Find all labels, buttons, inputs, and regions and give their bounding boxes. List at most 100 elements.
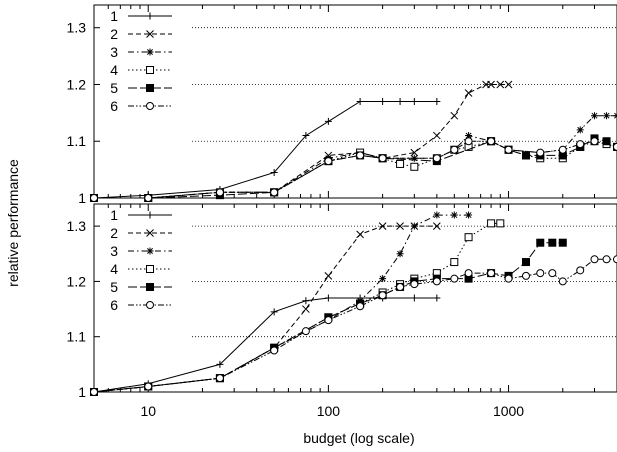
series-line-2-bottom bbox=[93, 225, 437, 393]
data-point-5-bottom bbox=[548, 238, 557, 247]
panel-top: 1 1.1 1.2 1.3 1 2 3 4 5 6 bbox=[67, 4, 617, 206]
data-point-6-bottom bbox=[521, 271, 530, 280]
data-point-2-top bbox=[410, 148, 419, 157]
y-tick-label-bottom: 1 bbox=[78, 384, 86, 400]
legend-marker-4-top bbox=[146, 66, 154, 74]
data-point-3-top bbox=[590, 112, 598, 120]
data-point-4-bottom bbox=[450, 258, 459, 267]
data-point-3-bottom bbox=[433, 211, 441, 219]
data-point-6-top bbox=[324, 157, 333, 166]
y-tick-label-top: 1.1 bbox=[67, 133, 87, 149]
data-point-6-bottom bbox=[378, 291, 387, 300]
data-point-6-top bbox=[215, 188, 224, 197]
data-point-1-bottom bbox=[270, 308, 278, 316]
series-line-5-top bbox=[94, 137, 617, 199]
data-point-6-top bbox=[432, 154, 441, 163]
series-line-6-bottom bbox=[93, 258, 617, 393]
x-tick-label: 1000 bbox=[493, 403, 524, 419]
data-point-6-top bbox=[270, 188, 279, 197]
data-point-3-bottom bbox=[396, 250, 404, 258]
legend-marker-3-top bbox=[146, 48, 154, 56]
y-tick-label-top: 1.2 bbox=[67, 76, 87, 92]
data-point-6-bottom bbox=[356, 302, 365, 311]
y-tick-label-bottom: 1.2 bbox=[67, 273, 87, 289]
data-point-6-bottom bbox=[504, 274, 513, 283]
data-point-6-top bbox=[558, 145, 567, 154]
data-point-6-top bbox=[378, 154, 387, 163]
legend-label-2-bottom: 2 bbox=[110, 225, 118, 241]
legend-label-2-top: 2 bbox=[110, 26, 118, 42]
data-point-1-top bbox=[433, 98, 441, 105]
legend-label-1-top: 1 bbox=[110, 8, 118, 24]
legend-label-6-bottom: 6 bbox=[110, 297, 118, 313]
y-axis-label: relative performance bbox=[5, 159, 21, 287]
data-point-6-bottom bbox=[432, 277, 441, 286]
data-point-6-bottom bbox=[450, 274, 459, 283]
data-point-2-top bbox=[504, 80, 513, 89]
y-tick-label-top: 1 bbox=[78, 190, 86, 206]
data-point-1-bottom bbox=[433, 294, 441, 302]
y-tick-label-bottom: 1.3 bbox=[67, 218, 87, 234]
legend-marker-1-bottom bbox=[146, 211, 154, 219]
data-point-3-top bbox=[613, 112, 617, 120]
panel-bottom: 1 1.1 1.2 1.3 1 2 3 4 5 6 bbox=[67, 203, 617, 400]
data-point-3-top bbox=[603, 112, 611, 120]
data-point-6-top bbox=[504, 145, 513, 154]
data-point-2-bottom bbox=[378, 222, 387, 230]
x-tick-label: 100 bbox=[317, 403, 341, 419]
legend-label-1-bottom: 1 bbox=[110, 207, 118, 223]
data-point-6-bottom bbox=[464, 269, 473, 278]
data-point-6-bottom bbox=[215, 374, 224, 383]
legend-label-3-top: 3 bbox=[110, 44, 118, 60]
data-point-4-top bbox=[396, 159, 405, 168]
data-point-6-top bbox=[90, 194, 98, 202]
data-point-2-top bbox=[487, 80, 495, 89]
x-axis-label: budget (log scale) bbox=[303, 430, 414, 446]
data-point-6-top bbox=[536, 148, 545, 157]
data-point-6-bottom bbox=[301, 327, 310, 336]
data-point-1-bottom bbox=[302, 297, 310, 305]
x-tick-label: 10 bbox=[140, 403, 156, 419]
data-point-2-top bbox=[432, 131, 441, 140]
data-point-6-bottom bbox=[536, 269, 545, 278]
series-line-4-top bbox=[94, 140, 617, 199]
legend-marker-6-bottom bbox=[146, 301, 154, 309]
data-point-6-bottom bbox=[487, 269, 496, 278]
plot-frame-top bbox=[93, 4, 617, 199]
data-point-3-bottom bbox=[410, 222, 418, 230]
data-point-3-top bbox=[465, 132, 473, 140]
data-point-6-top bbox=[613, 142, 617, 151]
data-point-1-top bbox=[356, 98, 364, 105]
data-point-6-bottom bbox=[324, 316, 333, 325]
data-point-2-bottom bbox=[324, 272, 333, 280]
data-point-4-top bbox=[410, 162, 419, 171]
legend-label-5-top: 5 bbox=[110, 80, 118, 96]
data-point-2-bottom bbox=[302, 305, 310, 313]
data-point-5-bottom bbox=[558, 238, 567, 247]
series-line-4-bottom bbox=[93, 222, 501, 393]
data-point-1-bottom bbox=[410, 294, 418, 302]
data-point-6-bottom bbox=[602, 255, 611, 264]
data-point-5-bottom bbox=[536, 238, 545, 247]
data-point-1-top bbox=[324, 117, 332, 125]
legend-marker-2-bottom bbox=[146, 229, 154, 237]
data-point-6-top bbox=[464, 137, 473, 146]
data-point-1-bottom bbox=[216, 360, 224, 368]
legend-marker-3-bottom bbox=[146, 247, 154, 255]
data-point-6-top bbox=[450, 145, 459, 154]
data-point-6-bottom bbox=[590, 255, 599, 264]
data-point-6-bottom bbox=[270, 346, 279, 355]
data-point-1-top bbox=[302, 132, 310, 140]
data-point-1-top bbox=[410, 98, 418, 105]
legend-label-4-top: 4 bbox=[110, 62, 118, 78]
data-point-1-top bbox=[270, 168, 278, 176]
legend-label-3-bottom: 3 bbox=[110, 243, 118, 259]
data-point-6-bottom bbox=[90, 388, 98, 396]
data-point-6-bottom bbox=[613, 255, 617, 264]
data-point-2-top bbox=[464, 89, 473, 97]
data-point-5-bottom bbox=[521, 258, 530, 267]
data-point-2-top bbox=[450, 111, 459, 120]
data-point-3-top bbox=[576, 126, 584, 134]
data-point-6-bottom bbox=[410, 280, 419, 289]
